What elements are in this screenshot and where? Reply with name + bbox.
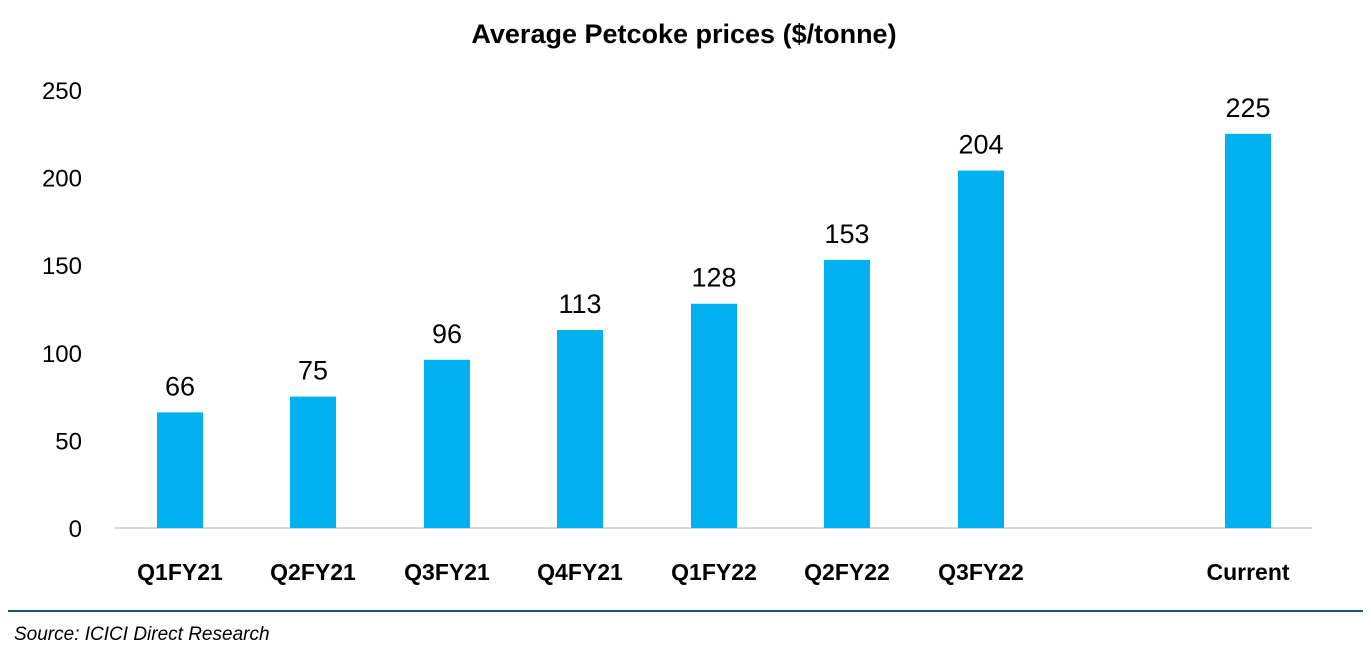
bar-value-label: 113 — [558, 289, 601, 319]
bar — [290, 396, 336, 528]
y-tick-label: 250 — [42, 78, 82, 105]
chart-title: Average Petcoke prices ($/tonne) — [471, 19, 896, 49]
bar — [958, 170, 1004, 529]
bar-value-label: 153 — [824, 219, 869, 249]
bar — [691, 303, 737, 528]
y-tick-label: 200 — [42, 166, 82, 193]
bar-value-label: 204 — [958, 130, 1003, 160]
bar-value-label: 128 — [691, 263, 736, 293]
data-labels-group: 66 75 96 113 128 153 204 225 — [165, 93, 1271, 402]
bar-value-label: 96 — [432, 319, 462, 349]
x-category-label: Q2FY22 — [804, 559, 890, 585]
y-tick-label: 50 — [55, 428, 82, 455]
bar — [424, 359, 470, 528]
y-tick-label: 100 — [42, 341, 82, 368]
bar — [1225, 133, 1271, 529]
bar-value-label: 75 — [298, 356, 328, 386]
bars-group — [157, 133, 1271, 529]
x-category-label: Current — [1206, 559, 1289, 585]
y-tick-label: 0 — [69, 516, 82, 543]
y-axis-ticks: 0 50 100 150 200 250 — [42, 78, 82, 543]
x-category-label: Q2FY21 — [270, 559, 356, 585]
bar — [824, 259, 870, 528]
bar — [157, 412, 203, 528]
source-note: Source: ICICI Direct Research — [14, 624, 270, 645]
x-category-label: Q1FY21 — [137, 559, 223, 585]
bar — [557, 330, 603, 528]
bar-value-label: 225 — [1225, 93, 1270, 123]
x-category-label: Q3FY22 — [938, 559, 1024, 585]
category-labels-group: Q1FY21 Q2FY21 Q3FY21 Q4FY21 Q1FY22 Q2FY22 Q3FY… — [137, 559, 1290, 585]
x-category-label: Q4FY21 — [537, 559, 623, 585]
x-category-label: Q1FY22 — [671, 559, 757, 585]
y-tick-label: 150 — [42, 253, 82, 280]
x-category-label: Q3FY21 — [404, 559, 490, 585]
bar-value-label: 66 — [165, 371, 195, 401]
